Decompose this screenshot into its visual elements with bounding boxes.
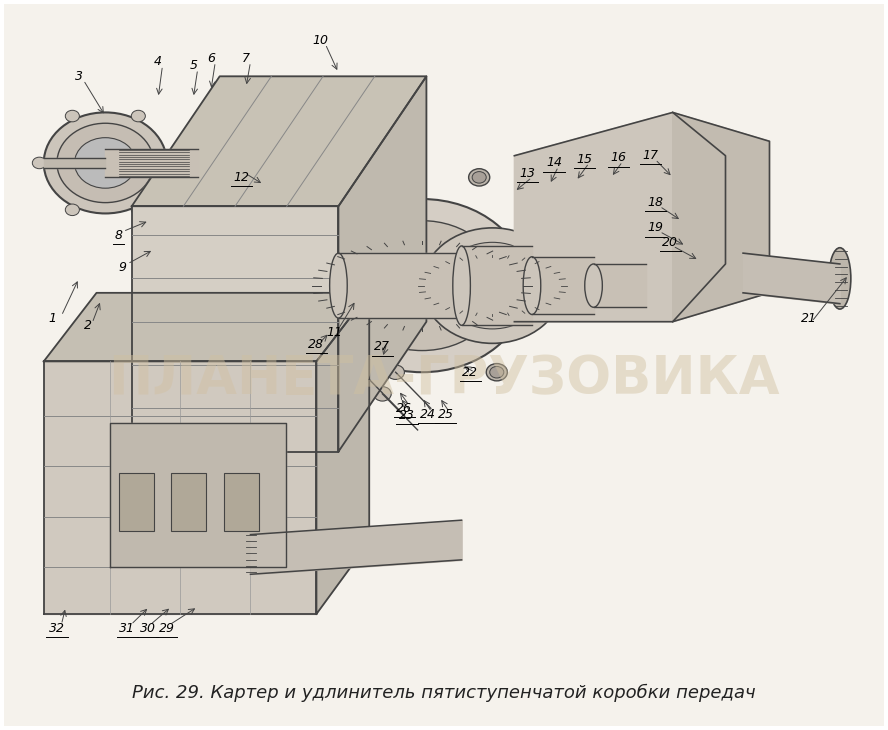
Ellipse shape: [829, 247, 851, 309]
Bar: [171, 473, 207, 531]
Ellipse shape: [329, 253, 347, 318]
Circle shape: [51, 374, 72, 392]
Circle shape: [284, 374, 305, 392]
Text: 25: 25: [438, 407, 454, 420]
Text: 13: 13: [519, 167, 535, 180]
Text: Рис. 29. Картер и удлинитель пятиступенчатой коробки передач: Рис. 29. Картер и удлинитель пятиступенч…: [132, 684, 756, 702]
Text: 23: 23: [399, 409, 415, 422]
Text: 32: 32: [49, 622, 65, 635]
Circle shape: [541, 199, 593, 242]
Circle shape: [44, 112, 167, 213]
Text: 5: 5: [189, 59, 197, 72]
Text: 28: 28: [308, 338, 324, 351]
Circle shape: [361, 372, 378, 387]
Circle shape: [284, 584, 305, 601]
Circle shape: [131, 110, 146, 122]
Polygon shape: [44, 293, 369, 361]
Text: 11: 11: [326, 326, 342, 339]
Text: 24: 24: [420, 407, 436, 420]
Circle shape: [374, 387, 392, 401]
Text: 8: 8: [115, 228, 123, 242]
Bar: [224, 473, 259, 531]
Ellipse shape: [584, 264, 602, 307]
Text: 6: 6: [207, 52, 215, 65]
Circle shape: [646, 210, 681, 239]
Circle shape: [75, 138, 136, 188]
Polygon shape: [44, 361, 316, 614]
Text: 19: 19: [647, 221, 663, 234]
Circle shape: [598, 203, 642, 239]
Text: 29: 29: [159, 622, 175, 635]
Text: 27: 27: [375, 340, 391, 353]
Text: 31: 31: [119, 622, 135, 635]
Circle shape: [487, 364, 507, 381]
Circle shape: [343, 220, 501, 350]
Text: 14: 14: [546, 156, 562, 169]
Ellipse shape: [453, 246, 471, 326]
Circle shape: [469, 169, 490, 186]
Text: 7: 7: [242, 52, 250, 65]
Circle shape: [472, 172, 487, 183]
Text: ПЛАНЕТА-ГРУЗОВИКА: ПЛАНЕТА-ГРУЗОВИКА: [108, 353, 780, 405]
Circle shape: [51, 584, 72, 601]
Text: 12: 12: [234, 171, 250, 184]
Bar: [118, 473, 154, 531]
Text: 1: 1: [49, 312, 57, 325]
Polygon shape: [338, 77, 426, 452]
Polygon shape: [316, 293, 369, 614]
Circle shape: [387, 365, 404, 380]
Circle shape: [32, 157, 46, 169]
Circle shape: [422, 228, 563, 343]
Circle shape: [131, 204, 146, 215]
Circle shape: [66, 110, 79, 122]
Circle shape: [337, 385, 358, 402]
Text: 15: 15: [576, 153, 593, 166]
Polygon shape: [131, 207, 338, 452]
Text: 10: 10: [313, 34, 329, 47]
Text: 26: 26: [396, 402, 412, 415]
Circle shape: [57, 123, 154, 203]
Text: 30: 30: [139, 622, 155, 635]
Text: 16: 16: [610, 151, 626, 164]
Circle shape: [490, 366, 503, 378]
Text: 22: 22: [463, 366, 479, 379]
Circle shape: [66, 204, 79, 215]
Polygon shape: [131, 77, 426, 207]
Text: 9: 9: [119, 261, 127, 274]
Polygon shape: [110, 423, 286, 567]
Ellipse shape: [523, 257, 541, 315]
Text: 2: 2: [83, 319, 91, 332]
Circle shape: [440, 242, 545, 329]
Text: 20: 20: [662, 236, 678, 249]
Text: 4: 4: [155, 55, 163, 69]
Circle shape: [340, 388, 354, 399]
Text: 3: 3: [75, 70, 83, 82]
Polygon shape: [673, 112, 770, 322]
Circle shape: [316, 199, 527, 372]
Text: 21: 21: [801, 312, 817, 325]
Text: 17: 17: [643, 149, 659, 162]
Circle shape: [164, 157, 178, 169]
Text: 18: 18: [647, 196, 663, 209]
Ellipse shape: [242, 533, 259, 575]
Polygon shape: [514, 112, 725, 322]
